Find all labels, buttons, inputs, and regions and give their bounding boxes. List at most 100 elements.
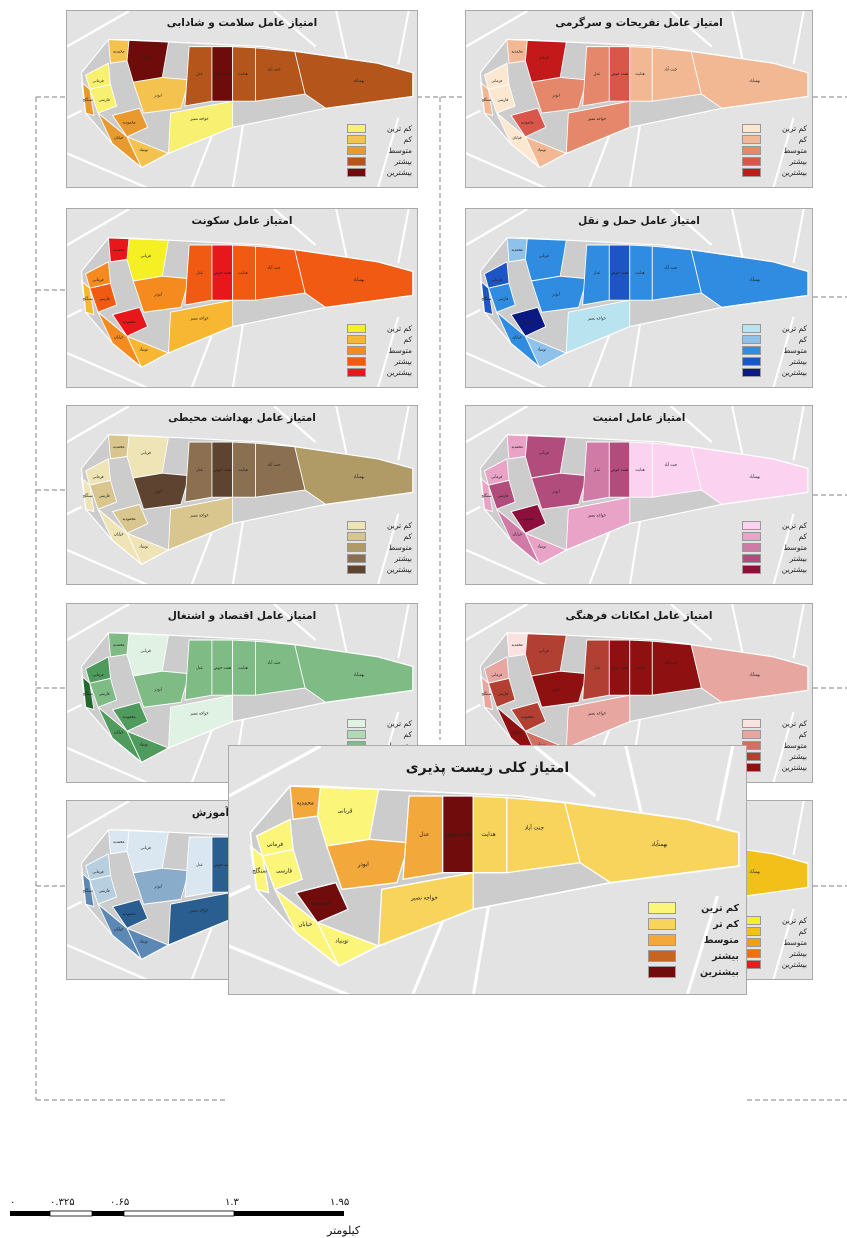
neighborhood-label: جنت آباد: [268, 462, 282, 467]
neighborhood-region[interactable]: [111, 701, 149, 732]
neighborhood-region[interactable]: [487, 677, 516, 708]
road: [67, 604, 130, 642]
neighborhood-region[interactable]: [530, 670, 588, 708]
neighborhood-region[interactable]: [530, 76, 588, 114]
neighborhood-label: محمدیه: [113, 247, 125, 252]
neighborhood-label: نوبنیاد: [139, 346, 148, 351]
neighborhood-region[interactable]: [295, 881, 349, 924]
legend-swatch: [742, 357, 761, 366]
neighborhood-label: قربانی: [141, 450, 151, 455]
neighborhood-label: عدل: [594, 269, 601, 274]
neighborhood-region[interactable]: [89, 84, 118, 114]
neighborhood-label: هدایت: [481, 832, 495, 838]
neighborhood-region[interactable]: [530, 472, 588, 510]
neighborhood-label: بهمنآباد: [749, 474, 760, 479]
neighborhood-region[interactable]: [524, 632, 567, 677]
neighborhood-region[interactable]: [184, 46, 213, 107]
neighborhood-region[interactable]: [582, 639, 610, 701]
neighborhood-label: محمودیه: [123, 119, 136, 124]
neighborhood-region[interactable]: [184, 836, 213, 898]
neighborhood-region[interactable]: [126, 829, 169, 874]
neighborhood-region[interactable]: [524, 237, 567, 282]
neighborhood-region[interactable]: [582, 244, 610, 306]
neighborhood-region[interactable]: [126, 632, 169, 677]
neighborhood-region[interactable]: [524, 434, 567, 479]
road: [472, 905, 491, 994]
road: [67, 351, 149, 387]
neighborhood-label: فرمانی: [93, 672, 104, 677]
neighborhood-region[interactable]: [524, 38, 567, 83]
neighborhood-region[interactable]: [261, 848, 304, 891]
neighborhood-region[interactable]: [89, 479, 118, 510]
neighborhood-region[interactable]: [184, 639, 213, 701]
road: [772, 908, 795, 979]
legend-swatch: [347, 357, 366, 366]
legend-item: بیشتر: [742, 156, 807, 167]
legend-label: بیشترین: [699, 966, 739, 978]
neighborhood-region[interactable]: [132, 472, 190, 510]
road: [685, 895, 719, 994]
neighborhood-region[interactable]: [111, 503, 149, 534]
road: [715, 746, 735, 822]
legend-label: بیشترین: [781, 960, 807, 969]
neighborhood-label: فارسی: [99, 97, 110, 102]
legend-item: کم: [742, 134, 807, 145]
neighborhood-region[interactable]: [510, 306, 547, 337]
legend-item: بیشترین: [648, 964, 739, 980]
neighborhood-label: هدایت: [238, 270, 248, 275]
road: [273, 604, 317, 641]
neighborhood-region[interactable]: [184, 441, 213, 503]
neighborhood-label: خواجه نصیر: [410, 895, 438, 901]
neighborhood-region[interactable]: [510, 503, 547, 534]
neighborhood-region[interactable]: [126, 237, 169, 282]
legend-label: بیشترین: [781, 368, 807, 377]
legend: کم ترین کم متوسط بیشتر بیشترین: [742, 323, 807, 378]
legend-item: کم: [742, 334, 807, 345]
legend-label: بیشتر: [394, 554, 412, 563]
road: [273, 209, 317, 246]
neighborhood-region[interactable]: [530, 275, 588, 313]
neighborhood-region[interactable]: [582, 46, 610, 107]
neighborhood-region[interactable]: [89, 282, 118, 313]
road: [335, 406, 348, 455]
neighborhood-region[interactable]: [487, 282, 516, 313]
neighborhood-region[interactable]: [184, 244, 213, 306]
neighborhood-region[interactable]: [582, 441, 610, 503]
neighborhood-region[interactable]: [325, 838, 410, 891]
legend-label: کم: [798, 532, 807, 541]
legend-label: متوسط: [783, 543, 807, 552]
neighborhood-region[interactable]: [510, 701, 547, 732]
neighborhood-region[interactable]: [487, 84, 516, 114]
neighborhood-label: عدل: [594, 71, 601, 76]
legend-swatch: [347, 368, 366, 377]
neighborhood-region[interactable]: [132, 867, 190, 905]
neighborhood-label: ابوذر: [153, 488, 161, 493]
neighborhood-region[interactable]: [111, 107, 149, 138]
road: [67, 548, 149, 584]
road: [273, 406, 317, 443]
neighborhood-region[interactable]: [132, 76, 190, 114]
overall-livability-panel: محمدیه قربانی فرمانی سنگلج فارسی محمودیه ابوذر…: [228, 745, 747, 995]
neighborhood-region[interactable]: [111, 306, 149, 337]
legend-swatch: [742, 719, 761, 728]
road: [792, 604, 805, 659]
neighborhood-region[interactable]: [89, 677, 118, 708]
scale-tick: ۰.۶۵: [110, 1197, 130, 1208]
neighborhood-region[interactable]: [132, 275, 190, 313]
neighborhood-region[interactable]: [126, 434, 169, 479]
neighborhood-label: ابوذر: [551, 488, 559, 493]
neighborhood-region[interactable]: [510, 107, 547, 138]
neighborhood-region[interactable]: [111, 898, 149, 929]
neighborhood-region[interactable]: [126, 38, 169, 83]
road: [792, 406, 805, 461]
neighborhood-map: محمدیه قربانی فرمانی سنگلج فارسی محمودیه ابوذر…: [67, 406, 414, 584]
neighborhood-region[interactable]: [89, 874, 118, 905]
neighborhood-region[interactable]: [132, 670, 190, 708]
legend-label: بیشترین: [781, 565, 807, 574]
neighborhood-map: محمدیه قربانی فرمانی سنگلج فارسی محمودیه ابوذر…: [466, 11, 809, 187]
neighborhood-region[interactable]: [487, 479, 516, 510]
road: [670, 11, 713, 48]
road: [466, 152, 547, 187]
legend-item: کم: [347, 334, 412, 345]
neighborhood-region[interactable]: [316, 785, 380, 847]
